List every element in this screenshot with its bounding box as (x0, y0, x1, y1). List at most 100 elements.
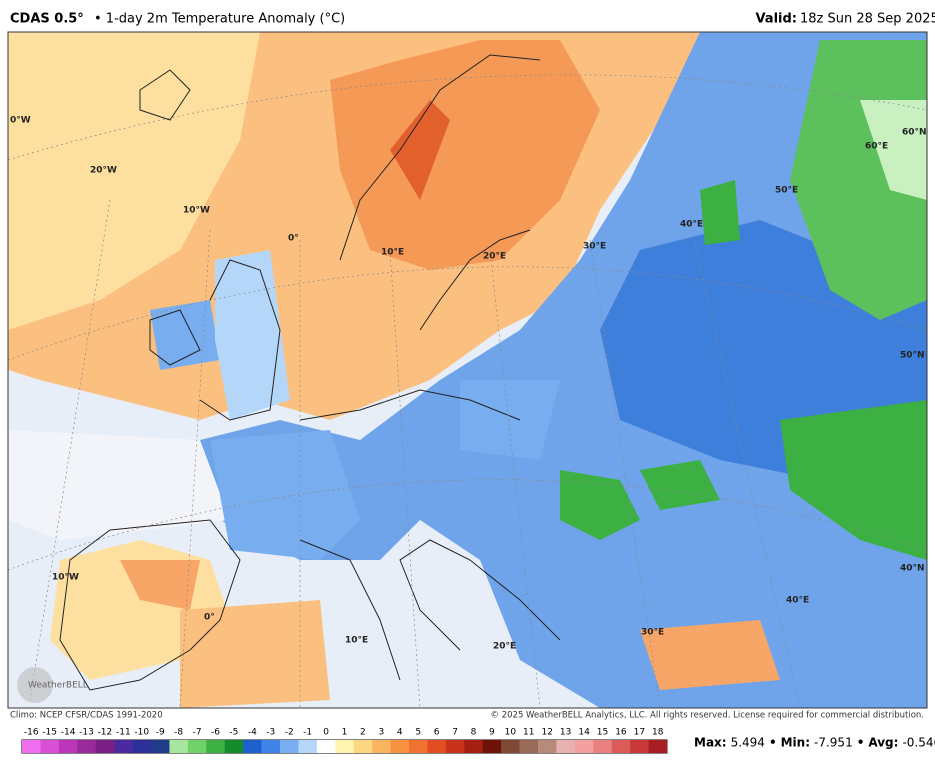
colorbar-swatch (372, 740, 391, 753)
colorbar-swatch (261, 740, 281, 753)
colorbar-swatch (353, 740, 373, 753)
colorbar-label: 4 (397, 728, 403, 738)
stat-separator: • (857, 736, 865, 750)
colorbar-swatch (574, 740, 594, 753)
colorbar-swatch (409, 740, 428, 753)
colorbar-swatch (556, 740, 576, 753)
colorbar-label: 17 (634, 728, 645, 738)
colorbar-label: -3 (266, 728, 275, 738)
colorbar-label: 1 (342, 728, 348, 738)
colorbar-label: 2 (360, 728, 366, 738)
colorbar-swatch (114, 740, 133, 753)
colorbar-label: -12 (98, 728, 113, 738)
colorbar-label: -1 (303, 728, 312, 738)
colorbar-swatch (427, 740, 447, 753)
grid-label: 0°W (10, 116, 31, 126)
colorbar-swatch (95, 740, 115, 753)
valid-time: 18z Sun 28 Sep 2025 (800, 12, 935, 27)
map: WeatherBELL (7, 31, 928, 709)
colorbar-swatch (132, 740, 152, 753)
colorbar-label: 15 (597, 728, 608, 738)
colorbar-label: 8 (471, 728, 477, 738)
colorbar-swatch (40, 740, 60, 753)
grid-label: 20°E (483, 252, 506, 262)
colorbar-swatch (390, 740, 410, 753)
colorbar-swatch (538, 740, 557, 753)
colorbar-label: -10 (134, 728, 149, 738)
colorbar-label: 3 (378, 728, 384, 738)
colorbar-label: -9 (156, 728, 165, 738)
colorbar-label: -7 (193, 728, 202, 738)
colorbar-swatch (316, 740, 336, 753)
colorbar-swatch (298, 740, 318, 753)
grid-label: 40°N (900, 564, 925, 574)
colorbar-label: -5 (229, 728, 238, 738)
colorbar-swatch (77, 740, 97, 753)
grid-label: 0° (204, 613, 215, 623)
stat-label: Min: (781, 736, 810, 750)
colorbar-label: -16 (24, 728, 39, 738)
grid-label: 20°W (90, 166, 117, 176)
stat-value: 5.494 (731, 736, 765, 750)
colorbar-swatch (593, 740, 613, 753)
grid-label: 10°W (183, 206, 210, 216)
logo: WeatherBELL (28, 681, 88, 691)
grid-label: 40°E (786, 596, 809, 606)
stat-value: -7.951 (814, 736, 853, 750)
colorbar-swatch (519, 740, 539, 753)
climo-note: Climo: NCEP CFSR/CDAS 1991-2020 (10, 711, 163, 721)
colorbar-label: 11 (523, 728, 534, 738)
title-bold: CDAS 0.5° (10, 12, 84, 27)
grid-label: 10°W (52, 573, 79, 583)
colorbar-label: -8 (174, 728, 183, 738)
stat-label: Avg: (868, 736, 898, 750)
colorbar-swatch (206, 740, 226, 753)
colorbar-swatch (187, 740, 207, 753)
colorbar-label: 9 (489, 728, 495, 738)
grid-label: 50°E (775, 186, 798, 196)
colorbar-swatch (151, 740, 170, 753)
colorbar-swatch (445, 740, 465, 753)
colorbar-swatch (648, 740, 668, 753)
colorbar-swatch (243, 740, 262, 753)
colorbar-swatch (169, 740, 189, 753)
colorbar-label: -4 (248, 728, 257, 738)
colorbar-swatch (501, 740, 520, 753)
colorbar-label: 7 (452, 728, 458, 738)
colorbar-label: -6 (211, 728, 220, 738)
colorbar-label: 13 (560, 728, 571, 738)
colorbar-label: -13 (79, 728, 94, 738)
grid-label: 60°N (902, 128, 927, 138)
grid-label: 40°E (680, 220, 703, 230)
grid-label: 10°E (381, 248, 404, 258)
colorbar-label: 6 (434, 728, 440, 738)
colorbar-swatch (335, 740, 355, 753)
stat-value: -0.546 (902, 736, 935, 750)
colorbar-label: 16 (615, 728, 627, 738)
colorbar-label: 18 (652, 728, 664, 738)
colorbar-swatch (630, 740, 649, 753)
colorbar-label: 10 (505, 728, 517, 738)
grid-label: 30°E (641, 628, 664, 638)
colorbar-label: -15 (42, 728, 57, 738)
colorbar-label: 12 (541, 728, 552, 738)
grid-label: 20°E (493, 642, 516, 652)
stat-separator: • (769, 736, 777, 750)
logo-icon (17, 667, 53, 703)
colorbar-swatch (280, 740, 299, 753)
grid-label: 60°E (865, 142, 888, 152)
colorbar-swatch (464, 740, 484, 753)
title: • 1-day 2m Temperature Anomaly (°C) (94, 12, 345, 27)
colorbar-label: 14 (578, 728, 590, 738)
stat-label: Max: (694, 736, 727, 750)
colorbar-label: 0 (323, 728, 329, 738)
colorbar-swatch (224, 740, 244, 753)
colorbar-swatch (22, 740, 41, 753)
colorbar-label: -2 (285, 728, 294, 738)
colorbar-swatch (611, 740, 631, 753)
colorbar-label: 5 (415, 728, 421, 738)
grid-label: 30°E (583, 242, 606, 252)
copyright: © 2025 WeatherBELL Analytics, LLC. All r… (491, 711, 924, 721)
colorbar-swatch (58, 740, 78, 753)
